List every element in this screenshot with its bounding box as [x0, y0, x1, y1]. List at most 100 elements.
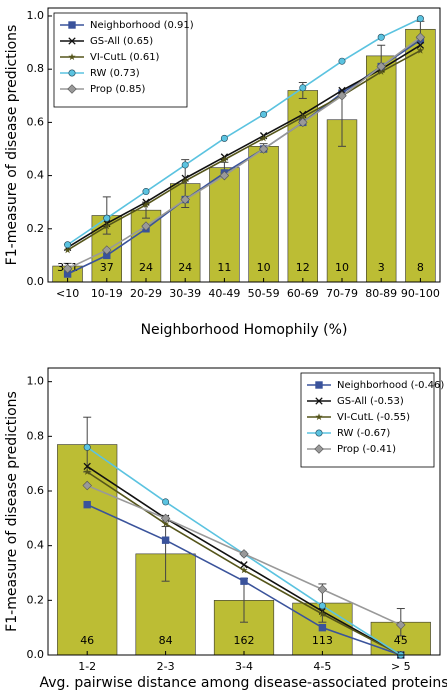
marker-star: [318, 610, 326, 618]
bar-label: 3: [378, 261, 385, 274]
marker: [376, 61, 386, 72]
marker-square: [68, 21, 76, 29]
marker: [141, 221, 151, 231]
bar-label: 24: [139, 261, 153, 274]
marker: [67, 84, 77, 94]
legend-label: Neighborhood (-0.46): [337, 380, 444, 391]
marker: [162, 520, 170, 527]
y-tick-label: 0.0: [27, 648, 45, 661]
marker: [82, 480, 92, 491]
marker: [62, 263, 73, 274]
marker-circle: [64, 241, 72, 249]
legend-label: Prop (-0.41): [337, 444, 396, 455]
marker: [220, 134, 228, 142]
y-axis-label: F1-measure of disease predictions: [4, 391, 20, 632]
marker-star: [68, 53, 76, 61]
y-tick-label: 0.8: [27, 429, 45, 442]
marker-star: [260, 134, 268, 142]
marker-circle: [338, 57, 346, 65]
bar-label: 113: [312, 634, 333, 647]
marker: [318, 623, 327, 632]
marker: [317, 584, 328, 595]
marker: [103, 222, 111, 230]
marker-diamond: [62, 263, 73, 274]
x-tick-label: 80-89: [365, 287, 397, 300]
marker-diamond: [67, 84, 77, 94]
x-tick-label: 20-29: [130, 287, 162, 300]
marker: [68, 53, 76, 61]
marker-x: [68, 37, 76, 45]
y-tick-label: 0.0: [27, 275, 45, 288]
marker: [83, 500, 91, 509]
bar-label: 45: [394, 634, 408, 647]
marker: [416, 41, 425, 49]
x-tick-label: > 5: [391, 660, 411, 673]
legend: Neighborhood (-0.46) GS-All (-0.53) VI-Cut…: [300, 372, 444, 468]
marker-x: [338, 86, 346, 95]
x-tick-label: 90-100: [401, 287, 440, 300]
legend-label: GS-All (-0.53): [337, 396, 404, 407]
marker: [64, 241, 72, 249]
legend-box: [53, 12, 188, 108]
legend: Neighborhood (0.91) GS-All (0.65) VI-CutL …: [53, 12, 194, 108]
plot-frame: [47, 7, 441, 283]
marker: [260, 134, 268, 142]
bar-label: 24: [178, 261, 192, 274]
y-axis-label: F1-measure of disease predictions: [4, 25, 20, 266]
marker-star: [103, 222, 111, 230]
marker-diamond: [102, 245, 112, 255]
marker: [240, 566, 248, 574]
y-tick-label: 1.0: [27, 9, 45, 22]
marker-diamond: [396, 620, 406, 630]
marker-diamond: [141, 221, 151, 231]
marker-diamond: [298, 117, 308, 128]
marker: [318, 602, 326, 610]
legend-label: GS-All (0.65): [90, 36, 153, 47]
marker-diamond: [180, 194, 190, 205]
marker-circle: [377, 33, 385, 41]
legend-label: Neighborhood (0.91): [90, 20, 194, 31]
marker-x: [83, 462, 91, 471]
x-tick-label: 1-2: [78, 660, 96, 673]
marker-star: [240, 566, 248, 574]
bar: [366, 55, 397, 283]
marker: [180, 194, 190, 205]
marker: [299, 113, 307, 121]
marker-circle: [318, 602, 326, 610]
marker-circle: [162, 498, 170, 506]
marker-circle: [220, 134, 228, 142]
marker: [219, 170, 230, 181]
marker-star: [315, 413, 323, 421]
legend-label: RW (-0.67): [337, 428, 390, 439]
y-tick-label: 0.6: [27, 115, 45, 128]
x-tick-label: 50-59: [248, 287, 280, 300]
series-line: [67, 17, 421, 246]
bar: [405, 28, 436, 283]
marker: [416, 15, 424, 23]
marker-star: [64, 246, 72, 254]
marker-star: [220, 155, 228, 163]
marker-circle: [315, 429, 323, 437]
marker: [415, 32, 426, 42]
marker-star: [181, 177, 189, 184]
marker: [103, 214, 111, 222]
bar-label: 8: [417, 261, 424, 274]
marker-circle: [68, 69, 76, 77]
y-tick-label: 0.2: [27, 222, 45, 235]
marker: [377, 68, 385, 75]
marker-circle: [142, 188, 150, 196]
marker: [239, 549, 249, 559]
marker-circle: [181, 161, 189, 169]
marker: [260, 110, 268, 118]
marker-star: [162, 520, 170, 527]
x-axis-label: Avg. pairwise distance among disease-ass…: [39, 675, 447, 690]
x-tick-label: 3-4: [235, 660, 253, 673]
x-tick-label: 30-39: [169, 287, 201, 300]
marker: [315, 429, 323, 437]
legend-label: Prop (0.85): [90, 84, 146, 95]
marker: [68, 69, 76, 77]
marker-diamond: [82, 480, 92, 491]
marker: [337, 91, 347, 101]
bar-label: 10: [257, 261, 271, 274]
marker: [161, 536, 170, 544]
